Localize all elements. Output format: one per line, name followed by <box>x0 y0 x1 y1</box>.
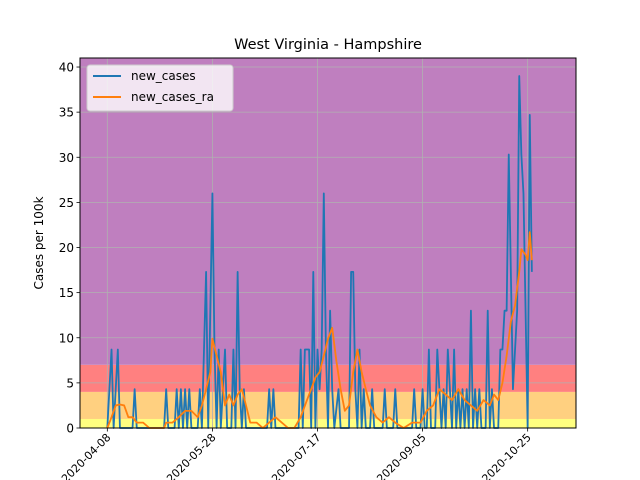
y-tick-label: 10 <box>59 331 74 345</box>
legend-label-new-cases-ra: new_cases_ra <box>131 90 214 104</box>
series-line-new-cases <box>106 75 533 429</box>
y-tick-label: 20 <box>59 241 74 255</box>
x-tick-label: 2020-05-28 <box>164 431 218 480</box>
series-lines <box>106 75 533 429</box>
y-tick-label: 30 <box>59 151 74 165</box>
y-tick-label: 35 <box>59 106 74 120</box>
plot-frame <box>79 57 577 429</box>
y-tick-label: 15 <box>59 286 74 300</box>
x-tick-label: 2020-07-17 <box>269 431 323 480</box>
y-tick-label: 25 <box>59 196 74 210</box>
y-tick-label: 40 <box>59 61 74 75</box>
risk-bands <box>80 58 576 428</box>
legend: new_cases new_cases_ra <box>86 64 234 112</box>
y-tick-label: 5 <box>66 376 74 390</box>
y-axis-label: Cases per 100k <box>32 196 46 289</box>
x-tick-label: 2020-10-25 <box>479 431 533 480</box>
legend-box <box>86 64 234 112</box>
legend-label-new-cases: new_cases <box>131 69 196 83</box>
x-axis: 2020-04-08 2020-05-28 2020-07-17 2020-09-05… <box>59 428 534 480</box>
series-line-new-cases-ra <box>106 231 533 429</box>
y-tick-label: 0 <box>66 422 74 436</box>
x-tick-label: 2020-04-08 <box>59 431 113 480</box>
x-tick-label: 2020-09-05 <box>374 431 428 480</box>
y-axis: 0 5 10 15 20 25 30 35 40 <box>59 61 80 436</box>
chart-title: West Virginia - Hampshire <box>234 37 422 53</box>
